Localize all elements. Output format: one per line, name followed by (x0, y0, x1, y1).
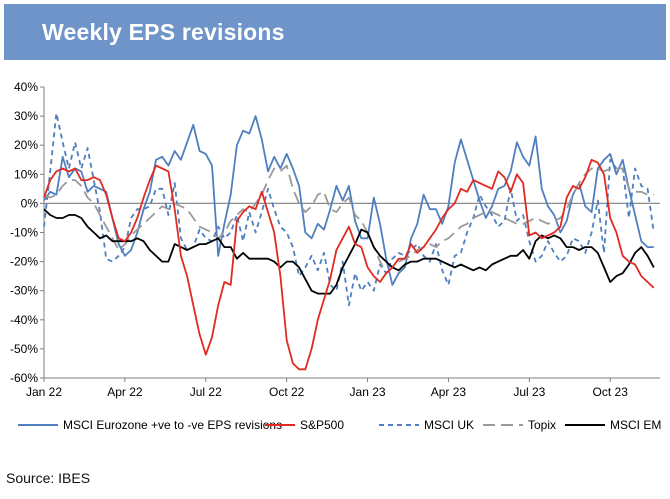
y-tick-label: -60% (10, 371, 38, 385)
y-tick-label: -40% (10, 313, 38, 327)
series-line-msci-em (43, 208, 655, 295)
source-note: Source: IBES (6, 470, 91, 486)
x-tick-label: Jan 22 (26, 385, 62, 399)
x-tick-label: Oct 23 (593, 385, 629, 399)
y-tick-label: 30% (14, 109, 38, 123)
legend-label-msci-em: MSCI EM (610, 418, 661, 432)
legend-label-msci-uk: MSCI UK (424, 418, 474, 432)
y-tick-label: 20% (14, 138, 38, 152)
series-line-msci-eurozone-ve-to-ve-eps-revisions (43, 115, 654, 286)
page-title: Weekly EPS revisions (42, 19, 285, 45)
series-line-s-p500 (43, 158, 655, 371)
series-line-topix (43, 164, 654, 275)
x-tick-label: Jul 23 (513, 385, 545, 399)
y-tick-label: 40% (14, 80, 38, 94)
x-tick-label: Jan 23 (350, 385, 386, 399)
x-tick-label: Apr 23 (431, 385, 467, 399)
y-tick-label: -50% (10, 342, 38, 356)
x-tick-label: Apr 22 (107, 385, 143, 399)
y-tick-label: 0% (21, 196, 39, 210)
legend-label-topix: Topix (528, 418, 556, 432)
title-banner: Weekly EPS revisions (4, 4, 666, 60)
y-tick-label: 10% (14, 167, 38, 181)
y-tick-label: -30% (10, 284, 38, 298)
series-line-msci-uk (43, 112, 655, 307)
y-tick-label: -10% (10, 226, 38, 240)
x-tick-label: Oct 22 (269, 385, 305, 399)
x-tick-label: Jul 22 (190, 385, 222, 399)
legend-label-msci-eurozone-ve-to-ve-eps-revisions: MSCI Eurozone +ve to -ve EPS revisions (63, 418, 282, 432)
y-tick-label: -20% (10, 255, 38, 269)
legend-label-s-p500: S&P500 (300, 418, 344, 432)
